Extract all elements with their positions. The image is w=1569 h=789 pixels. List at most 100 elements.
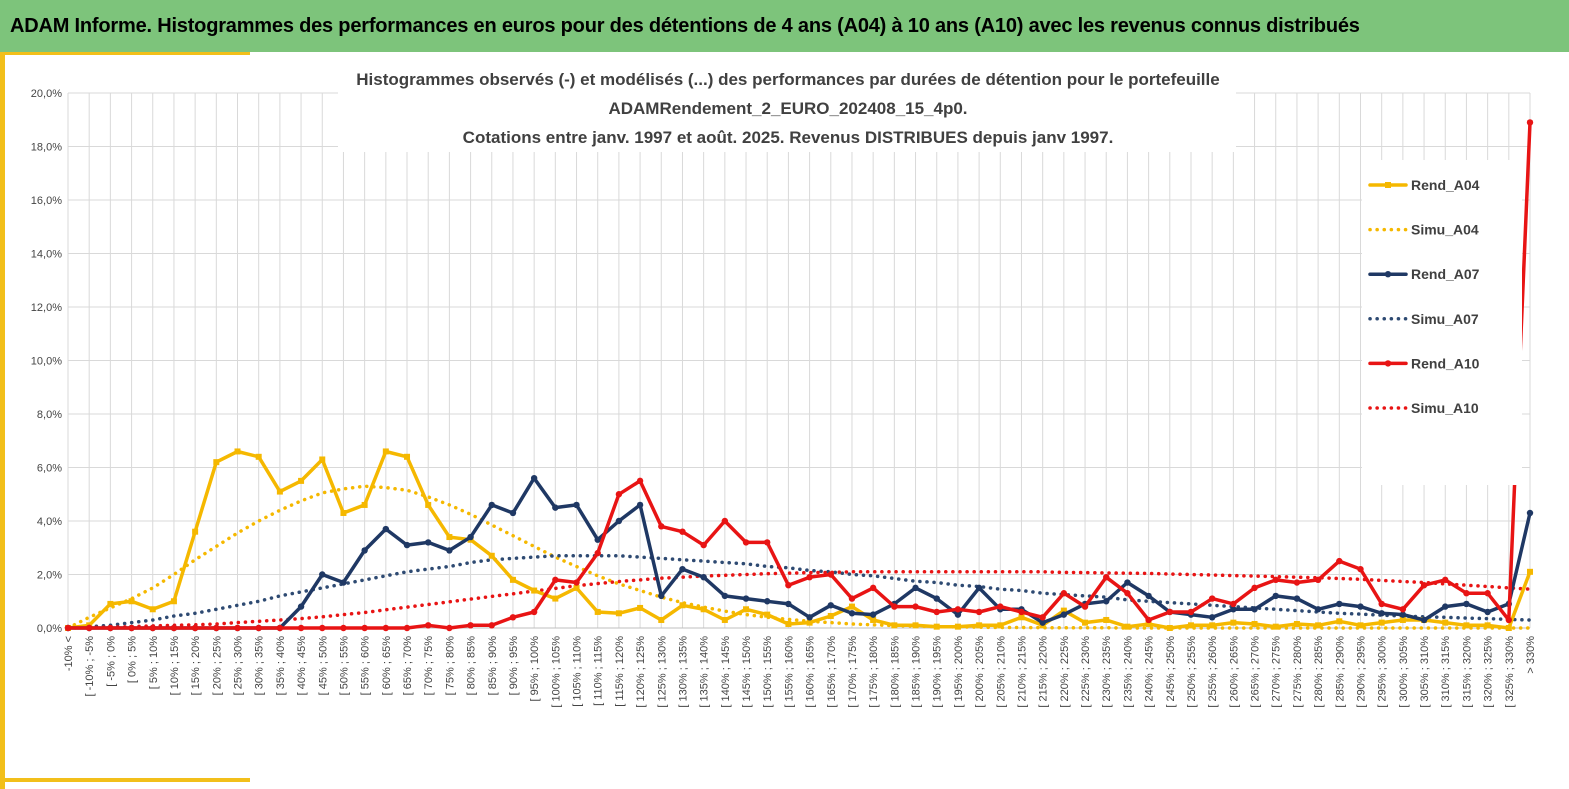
data-point [128, 598, 135, 605]
data-point [721, 592, 729, 600]
data-point [785, 620, 792, 627]
legend-item-simu-a07: Simu_A07 [1368, 311, 1479, 327]
x-tick-label: [ 70% ; 75% [423, 636, 435, 696]
x-tick-label: [ 20% ; 25% [211, 636, 223, 696]
series-line [66, 554, 1532, 630]
data-point [552, 504, 559, 511]
data-point [1336, 618, 1343, 625]
legend-label: Rend_A04 [1411, 177, 1480, 193]
data-point [297, 603, 305, 610]
series-line [66, 484, 1532, 630]
series-rend-a04 [65, 448, 1533, 631]
data-point [255, 624, 262, 632]
data-point [276, 624, 284, 632]
data-point [509, 576, 516, 583]
data-point [234, 448, 241, 455]
data-point [1208, 614, 1216, 621]
grid-lines [67, 92, 1531, 629]
frame-bottom-accent [0, 778, 250, 782]
data-point [1060, 611, 1068, 618]
x-tick-label: [ 40% ; 45% [296, 636, 308, 696]
data-point [1357, 565, 1364, 573]
x-tick-label: [ 15% ; 20% [190, 636, 202, 696]
data-point [869, 611, 877, 618]
chart-title-line-3: Cotations entre janv. 1997 et août. 2025… [463, 128, 1114, 147]
data-point [1314, 606, 1322, 613]
data-point [1209, 622, 1216, 629]
data-point [361, 547, 368, 554]
data-point [870, 616, 877, 623]
data-point [149, 606, 156, 613]
data-point [1526, 119, 1534, 126]
data-point [1187, 608, 1195, 616]
series-simu-a07 [66, 554, 1532, 630]
x-axis: -10% < [ -10% ; -5% [ -5% ; 0% [ 0% ; 5% [ 5… [63, 627, 1537, 708]
legend-item-rend-a04: Rend_A04 [1368, 177, 1480, 193]
data-point [679, 602, 686, 609]
x-tick-label: [ 260% ; 265% [1228, 636, 1240, 708]
series-line [66, 449, 1532, 630]
data-point [891, 603, 898, 610]
x-tick-label: [ -10% ; -5% [84, 636, 96, 697]
data-point [1505, 625, 1512, 631]
data-point [594, 608, 601, 615]
data-point [1399, 606, 1407, 613]
frame-top-accent [0, 52, 250, 55]
data-point [1378, 619, 1385, 626]
data-point [509, 614, 517, 621]
series-line [66, 570, 1532, 630]
x-tick-label: [ 300% ; 305% [1398, 636, 1410, 708]
data-point [509, 509, 517, 517]
data-point [679, 565, 686, 573]
data-point [361, 501, 368, 508]
x-tick-label: [ 35% ; 40% [275, 636, 287, 696]
data-point [912, 603, 919, 610]
data-point [848, 610, 856, 617]
data-point [1230, 600, 1237, 608]
x-tick-label: [ 220% ; 225% [1059, 636, 1071, 708]
data-point [1251, 620, 1258, 627]
legend-item-rend-a10: Rend_A10 [1368, 355, 1480, 371]
x-tick-label: [ 235% ; 240% [1122, 636, 1134, 708]
data-point [1463, 600, 1470, 608]
data-point [319, 624, 326, 632]
y-axis: 0,0% 2,0% 4,0% 6,0% 8,0% 10,0% 12,0% 14,0% 16,0%… [31, 88, 62, 635]
x-tick-label: [ 280% ; 285% [1313, 636, 1325, 708]
data-point [933, 608, 940, 616]
data-point [530, 608, 538, 616]
x-tick-label: [ 320% ; 325% [1483, 636, 1495, 708]
data-point [743, 606, 750, 613]
data-point [1145, 620, 1152, 627]
data-point [404, 453, 411, 460]
data-point [679, 528, 686, 535]
series-rend-a07 [64, 475, 1534, 632]
legend-label: Simu_A10 [1411, 400, 1479, 416]
title-background [338, 66, 1236, 152]
data-point [975, 584, 983, 592]
y-tick-label: 0,0% [37, 623, 62, 635]
data-point [848, 595, 856, 602]
data-point [1039, 619, 1046, 626]
x-tick-label: [ 25% ; 30% [233, 636, 245, 696]
data-point [1166, 608, 1173, 616]
data-point [1357, 603, 1364, 610]
x-tick-label: [ 135% ; 140% [699, 636, 711, 708]
x-tick-label: [ 155% ; 160% [783, 636, 795, 708]
data-point [425, 539, 432, 546]
data-point [1103, 598, 1110, 605]
data-point [1399, 616, 1406, 623]
data-point [1526, 509, 1534, 517]
x-tick-label: [ 205% ; 210% [995, 636, 1007, 708]
data-point [636, 501, 644, 509]
data-point [594, 549, 601, 557]
header-banner: ADAM Informe. Histogrammes des performan… [0, 0, 1569, 52]
data-point [742, 595, 750, 602]
x-tick-label: [ 265% ; 270% [1250, 636, 1262, 708]
data-point [446, 624, 453, 632]
x-tick-label: [ 295% ; 300% [1377, 636, 1389, 708]
data-point [827, 612, 834, 619]
data-point [1272, 592, 1279, 600]
data-point [531, 587, 538, 594]
x-tick-label: [ 105% ; 110% [572, 636, 584, 707]
data-point [1166, 625, 1173, 631]
